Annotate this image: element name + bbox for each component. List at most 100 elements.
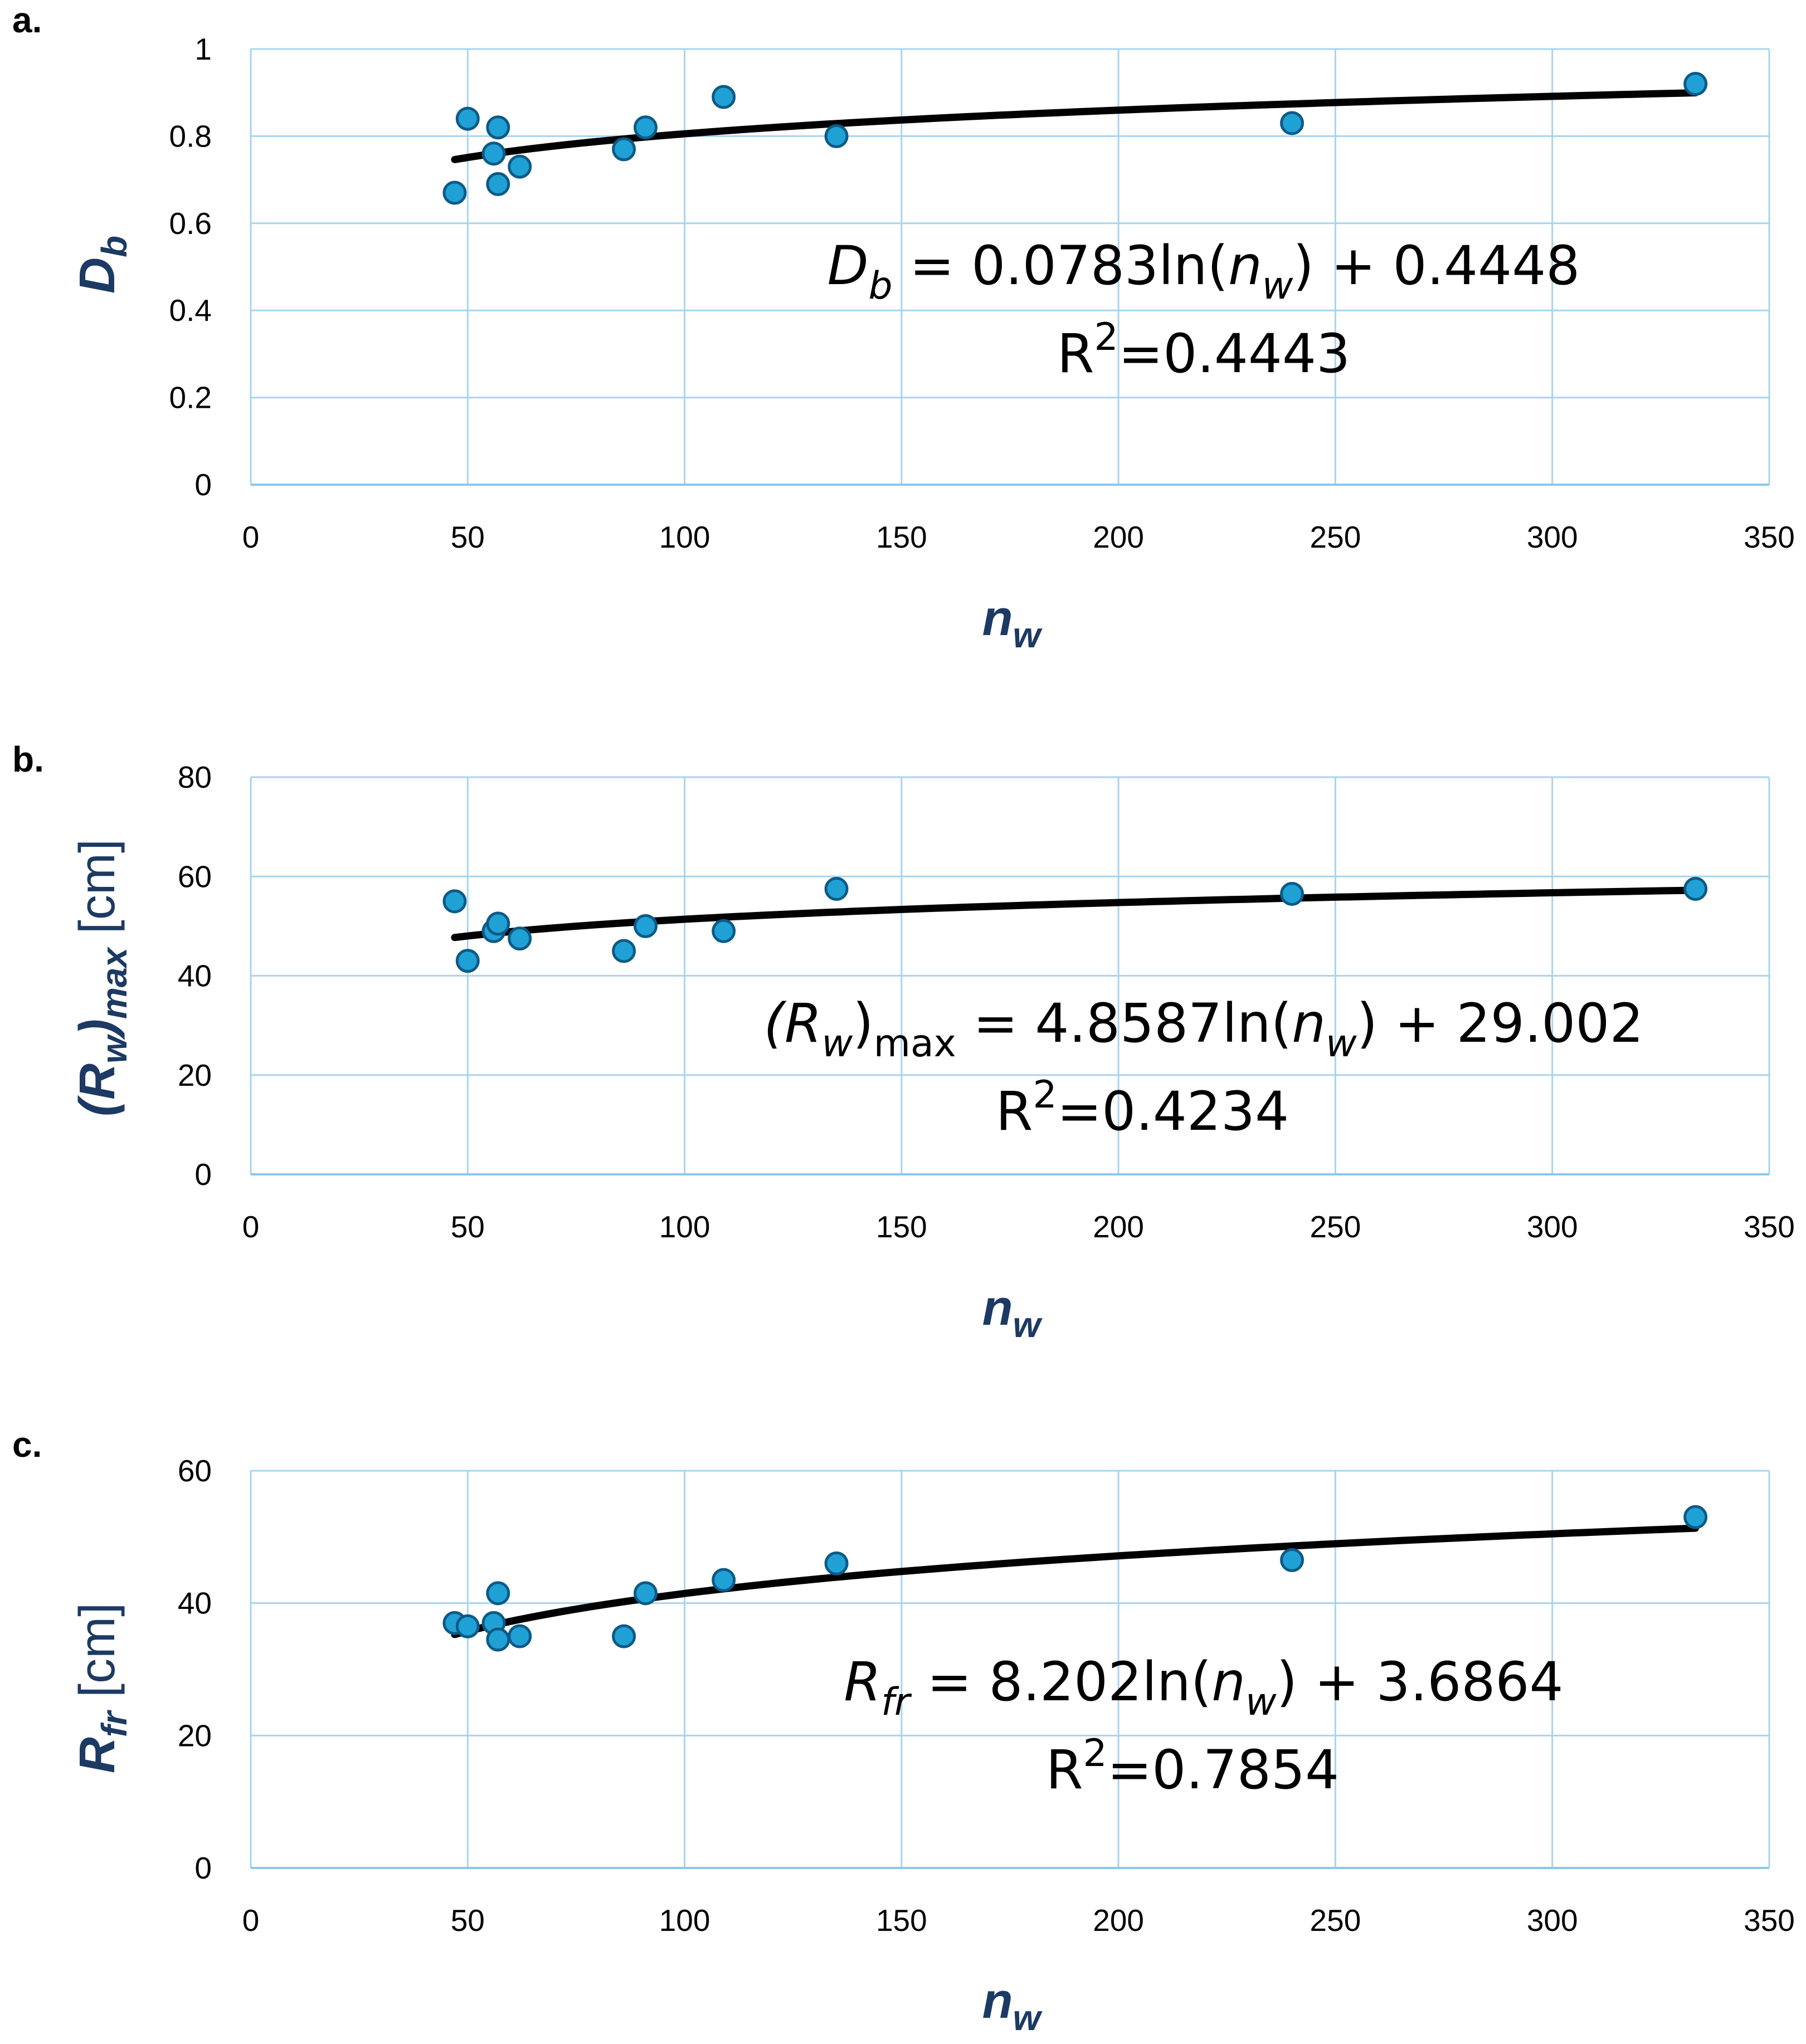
data-point [612, 1624, 636, 1648]
panel-label: a. [12, 0, 42, 40]
data-points [442, 877, 1708, 973]
x-tick-label: 200 [1093, 1903, 1144, 1938]
x-axis-title: nw [982, 591, 1043, 655]
data-point [508, 926, 532, 951]
data-point [455, 1614, 480, 1638]
data-point [455, 106, 480, 131]
y-tick-label: 60 [178, 1453, 212, 1488]
data-point [612, 939, 636, 963]
x-tick-label: 300 [1527, 520, 1578, 554]
data-point [1280, 1548, 1304, 1572]
log-trendline [451, 89, 1700, 163]
r-squared: R2=0.4234 [996, 1073, 1289, 1143]
x-tick-label: 100 [659, 520, 710, 554]
x-tick-label: 50 [451, 1903, 485, 1938]
data-point [712, 919, 736, 943]
data-point [486, 115, 510, 140]
x-tick-label: 300 [1527, 1903, 1578, 1938]
data-point [442, 889, 467, 914]
data-point [824, 877, 849, 901]
x-tick-label: 200 [1093, 1209, 1144, 1244]
data-point [634, 115, 658, 140]
y-tick-label: 0 [194, 1851, 212, 1885]
y-tick-label: 0.2 [169, 380, 212, 415]
trend-equation: Db = 0.0783ln(nw) + 0.4448 [827, 235, 1580, 308]
x-tick-label: 50 [451, 1209, 485, 1244]
data-point [634, 914, 658, 938]
data-point [455, 949, 480, 973]
y-axis-title: Rfr [cm] [70, 1603, 134, 1773]
y-tick-label: 20 [178, 1718, 212, 1753]
data-point [486, 172, 510, 196]
tick-labels: 0 50 100 150 200 250 300 350 0 20 40 60 80 [178, 760, 1795, 1244]
x-tick-label: 350 [1744, 1209, 1795, 1244]
data-point [634, 1581, 658, 1606]
panel-label: b. [12, 739, 44, 779]
x-tick-label: 50 [451, 520, 485, 554]
data-point [1280, 111, 1304, 135]
r-squared: R2=0.7854 [1046, 1731, 1339, 1801]
y-tick-label: 0.6 [169, 206, 212, 241]
data-point [1683, 1505, 1708, 1529]
x-tick-label: 200 [1093, 520, 1144, 554]
y-axis-title: Db [70, 236, 134, 294]
data-points [442, 72, 1708, 205]
data-point [1683, 877, 1708, 901]
data-point [508, 1624, 532, 1648]
grid [250, 48, 1770, 486]
x-tick-label: 350 [1744, 1903, 1795, 1938]
x-tick-label: 350 [1744, 520, 1795, 554]
data-point [508, 154, 532, 179]
x-axis-title: nw [982, 1973, 1043, 2038]
data-point [442, 181, 467, 205]
x-tick-label: 150 [876, 1209, 927, 1244]
panel-c: c. 0 50 100 150 200 250 300 350 0 20 40 60 Rfr [cm]… [12, 1425, 1795, 2038]
x-tick-label: 150 [876, 520, 927, 554]
y-tick-label: 0.4 [169, 293, 212, 328]
r-squared: R2=0.4443 [1057, 315, 1350, 385]
trendline [451, 886, 1700, 941]
panel-label: c. [12, 1425, 42, 1465]
data-point [1683, 72, 1708, 96]
tick-labels: 0 50 100 150 200 250 300 350 0 20 40 60 [178, 1453, 1795, 1938]
x-tick-label: 0 [242, 1209, 260, 1244]
y-tick-label: 20 [178, 1058, 212, 1092]
data-point [486, 1627, 510, 1652]
trendline [451, 1524, 1700, 1638]
y-tick-label: 0.8 [169, 119, 212, 153]
data-point [486, 911, 510, 936]
data-point [1280, 881, 1304, 906]
y-tick-label: 40 [178, 959, 212, 993]
x-tick-label: 150 [876, 1903, 927, 1938]
x-tick-label: 300 [1527, 1209, 1578, 1244]
x-tick-label: 250 [1310, 1903, 1361, 1938]
x-axis-title: nw [982, 1280, 1043, 1345]
log-trendline [451, 886, 1700, 941]
x-tick-label: 100 [659, 1209, 710, 1244]
data-point [612, 137, 636, 162]
data-point [481, 142, 506, 166]
data-point [486, 1581, 510, 1606]
x-tick-label: 0 [242, 1903, 260, 1938]
log-trendline [451, 1524, 1700, 1638]
y-tick-label: 0 [194, 467, 212, 502]
trend-equation: (Rw)max = 4.8587ln(nw) + 29.002 [763, 992, 1643, 1066]
x-tick-label: 250 [1310, 1209, 1361, 1244]
data-point [824, 124, 849, 148]
data-point [712, 85, 736, 109]
grid [250, 776, 1770, 1175]
y-tick-label: 80 [178, 760, 212, 794]
data-point [824, 1551, 849, 1575]
y-tick-label: 0 [194, 1157, 212, 1192]
panel-a: a. 0 50 100 150 200 250 300 350 0 0.2 0.4 0.6 0.8 1 D… [12, 0, 1795, 655]
grid [250, 1470, 1770, 1869]
panel-b: b. 0 50 100 150 200 250 300 350 0 20 40 60 80 (Rw)ma… [12, 739, 1795, 1345]
y-axis-title: (Rw)max [cm] [70, 839, 134, 1116]
trend-equation: Rfr = 8.202ln(nw) + 3.6864 [844, 1651, 1563, 1724]
trendline [451, 89, 1700, 163]
tick-labels: 0 50 100 150 200 250 300 350 0 0.2 0.4 0.6 0.8 1 [169, 32, 1795, 554]
x-tick-label: 0 [242, 520, 260, 554]
x-tick-label: 250 [1310, 520, 1361, 554]
y-tick-label: 60 [178, 859, 212, 894]
